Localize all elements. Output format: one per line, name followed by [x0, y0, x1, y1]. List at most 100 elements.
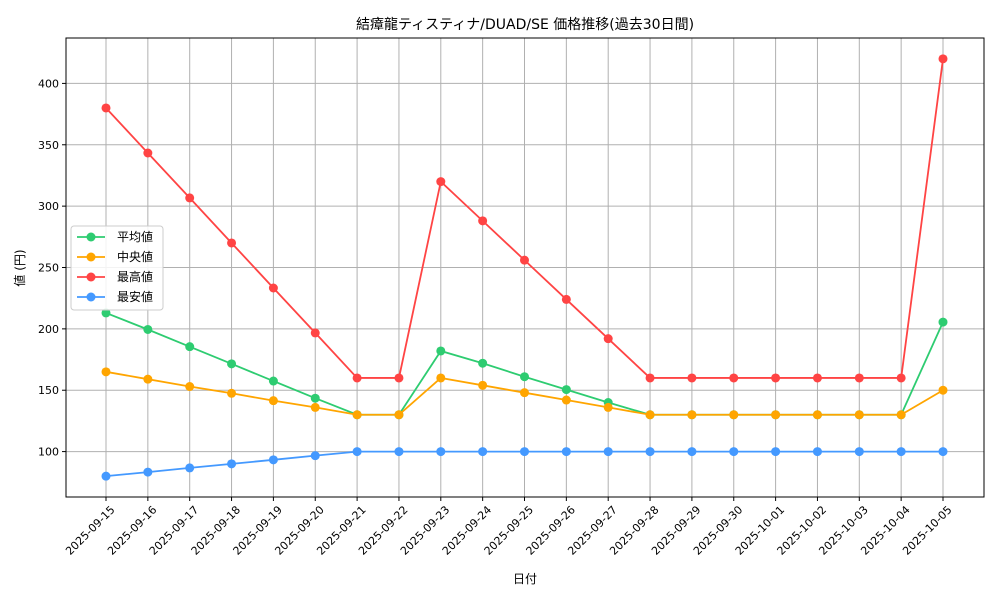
series-layer	[101, 54, 948, 481]
data-point	[603, 334, 613, 344]
data-point	[227, 388, 237, 398]
data-point	[896, 373, 906, 383]
legend-marker	[86, 272, 96, 282]
data-point	[436, 346, 446, 356]
data-point	[478, 358, 488, 368]
data-point	[227, 459, 237, 469]
data-point	[101, 367, 111, 377]
data-point	[185, 463, 195, 473]
data-point	[101, 308, 111, 318]
data-point	[394, 447, 404, 457]
data-point	[812, 373, 822, 383]
data-point	[896, 447, 906, 457]
data-point	[771, 373, 781, 383]
y-axis-ticks: 100 150 200 250 300 350 400	[38, 77, 66, 459]
data-point	[352, 410, 362, 420]
data-point	[101, 471, 111, 481]
data-point	[645, 447, 655, 457]
data-point	[561, 294, 571, 304]
y-tick-label: 300	[38, 200, 59, 213]
data-point	[143, 324, 153, 334]
data-point	[854, 373, 864, 383]
data-point	[268, 376, 278, 386]
data-point	[520, 447, 529, 457]
data-point	[645, 410, 655, 420]
data-point	[478, 380, 488, 390]
data-point	[352, 373, 362, 383]
data-point	[478, 216, 488, 226]
data-point	[185, 382, 195, 392]
y-tick-label: 100	[38, 446, 59, 459]
data-point	[854, 410, 864, 420]
data-point	[561, 395, 571, 405]
data-point	[812, 410, 822, 420]
data-point	[603, 402, 613, 412]
data-point	[227, 359, 237, 369]
data-point	[436, 177, 446, 187]
series-1	[101, 367, 948, 420]
data-point	[436, 447, 446, 457]
data-point	[729, 447, 739, 457]
legend-marker	[86, 232, 96, 242]
legend-box	[70, 225, 164, 311]
series-2	[101, 54, 948, 383]
data-point	[227, 238, 237, 248]
data-point	[938, 447, 948, 457]
data-point	[143, 467, 153, 477]
data-point	[812, 447, 822, 457]
legend-marker	[86, 252, 96, 262]
data-point	[938, 54, 948, 64]
data-point	[478, 447, 488, 457]
data-point	[729, 373, 739, 383]
data-point	[687, 410, 697, 420]
data-point	[561, 385, 571, 395]
x-axis-ticks: 2025-09-152025-09-162025-09-172025-09-18…	[63, 497, 955, 558]
data-point	[771, 410, 781, 420]
data-point	[436, 373, 446, 383]
y-tick-label: 150	[38, 384, 59, 397]
legend-label: 中央値	[117, 249, 153, 264]
legend-label: 最高値	[117, 269, 153, 284]
y-tick-label: 400	[38, 77, 59, 90]
data-point	[729, 410, 739, 420]
x-axis-label: 日付	[513, 572, 537, 586]
data-point	[185, 193, 195, 203]
data-point	[561, 447, 571, 457]
data-point	[268, 396, 278, 406]
data-point	[687, 447, 697, 457]
y-axis-label: 値 (円)	[12, 249, 27, 286]
legend-marker	[86, 292, 96, 302]
legend-label: 最安値	[117, 289, 153, 304]
data-point	[520, 388, 529, 398]
data-point	[520, 372, 529, 382]
data-point	[143, 374, 153, 384]
y-tick-label: 350	[38, 139, 59, 152]
data-point	[645, 373, 655, 383]
data-point	[143, 148, 153, 158]
data-point	[310, 402, 320, 412]
data-point	[185, 342, 195, 352]
data-point	[687, 373, 697, 383]
data-point	[394, 410, 404, 420]
data-point	[310, 393, 320, 403]
y-tick-label: 250	[38, 262, 59, 275]
data-point	[603, 447, 613, 457]
data-point	[268, 455, 278, 465]
data-point	[771, 447, 781, 457]
series-3	[101, 447, 948, 481]
data-point	[938, 317, 948, 327]
grid	[66, 38, 984, 497]
data-point	[352, 447, 362, 457]
data-point	[310, 328, 320, 338]
legend-label: 平均値	[117, 229, 153, 244]
data-point	[938, 385, 948, 395]
data-point	[268, 283, 278, 293]
data-point	[854, 447, 864, 457]
chart-title: 結瘴龍ティスティナ/DUAD/SE 価格推移(過去30日間)	[356, 16, 694, 33]
y-tick-label: 200	[38, 323, 59, 336]
data-point	[896, 410, 906, 420]
data-point	[394, 373, 404, 383]
data-point	[520, 255, 529, 265]
